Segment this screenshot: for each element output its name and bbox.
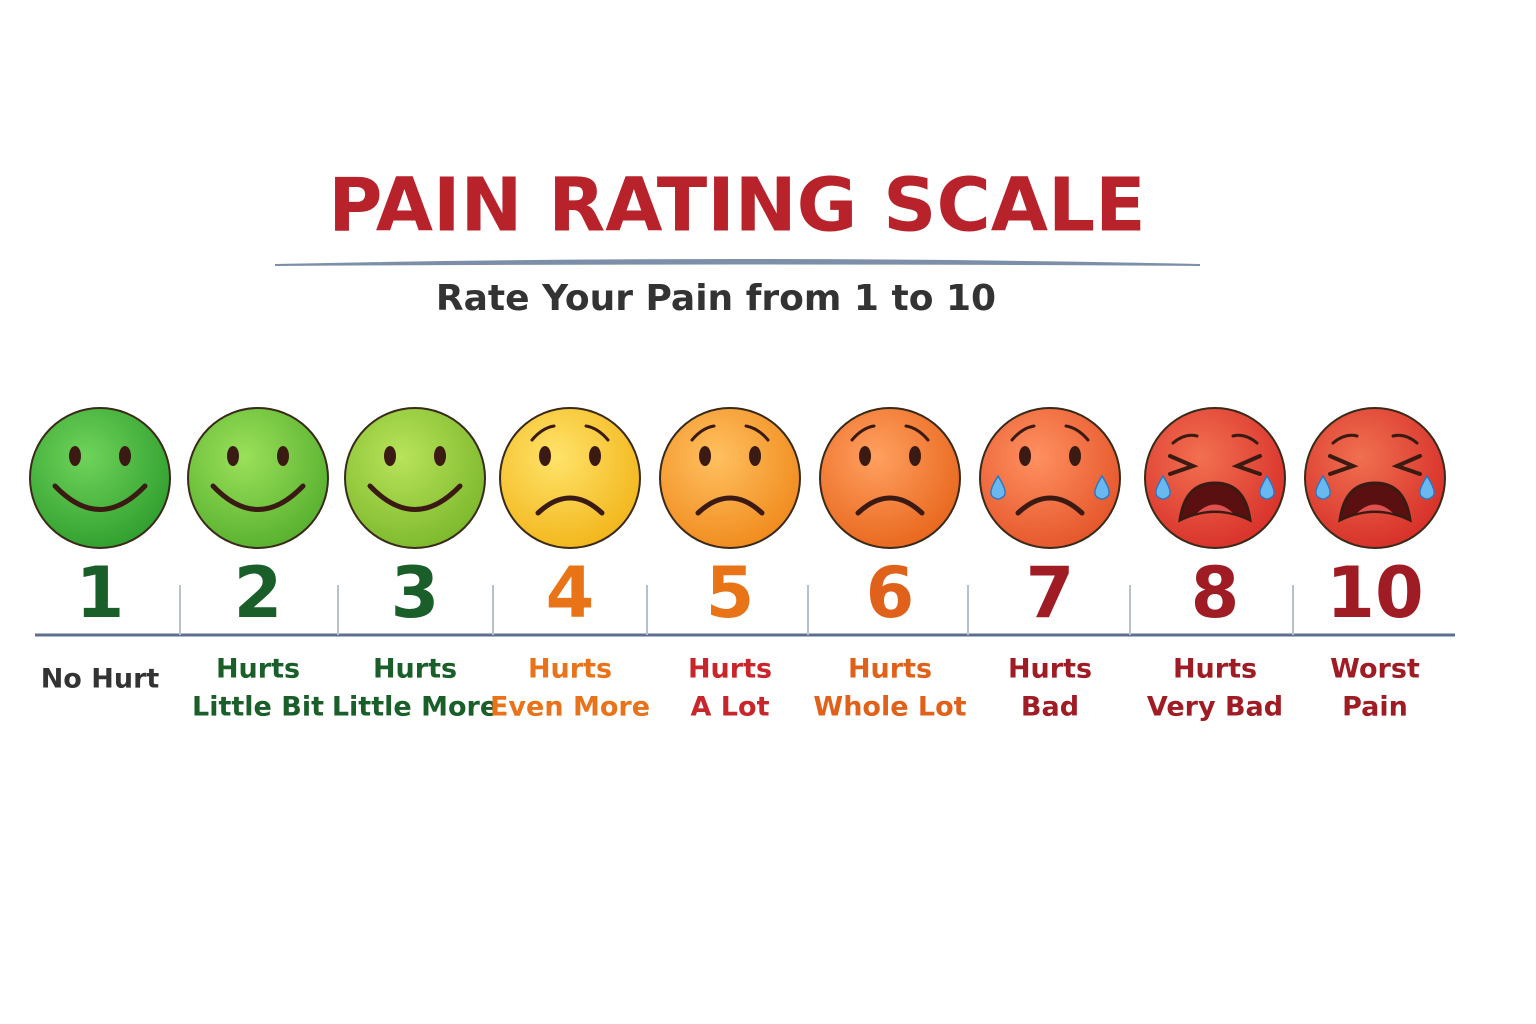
eye [384,446,396,466]
tear [1315,474,1331,500]
face-circle [499,407,641,549]
label: Hurts [528,654,612,685]
number: 4 [546,552,595,634]
faces [29,407,1446,549]
mouth [1178,481,1252,523]
face-circle [659,407,801,549]
brow [904,424,930,442]
eye [589,446,601,466]
face [1304,407,1446,549]
face [344,407,486,549]
face [659,407,801,549]
eye [1231,454,1262,476]
number: 3 [391,552,440,634]
face [187,407,329,549]
number: 6 [866,552,915,634]
number: 8 [1191,552,1240,634]
brow [1231,433,1259,445]
brow [584,424,610,442]
eye [539,446,551,466]
label: Hurts [373,654,457,685]
brow [850,424,876,442]
face [1144,407,1286,549]
brow [1391,433,1419,445]
label: Even More [490,692,650,723]
face [499,407,641,549]
eye [859,446,871,466]
label: Hurts [216,654,300,685]
label: Worst [1330,654,1420,685]
tear [1094,474,1110,500]
label: Hurts [848,654,932,685]
eye [1069,446,1081,466]
label: Pain [1342,692,1408,723]
mouth [210,483,306,512]
number: 10 [1326,552,1423,634]
eye [227,446,239,466]
label: Little More [332,692,498,723]
mouth [695,495,765,516]
mouth [52,483,148,512]
face-circle [979,407,1121,549]
brow [1010,424,1036,442]
face [819,407,961,549]
tongue [1357,504,1393,513]
number: 7 [1026,552,1075,634]
brow [690,424,716,442]
label: Little Bit [192,692,324,723]
mouth [855,495,925,516]
eye [1328,454,1359,476]
eye [277,446,289,466]
label: Hurts [1173,654,1257,685]
brow [1331,433,1359,445]
face-circle [29,407,171,549]
eye [119,446,131,466]
brow [744,424,770,442]
mouth [1338,481,1412,523]
mouth [1015,495,1085,516]
eye [1391,454,1422,476]
number: 2 [234,552,283,634]
eye [749,446,761,466]
eye [1168,454,1199,476]
eye [1019,446,1031,466]
face-circle [1144,407,1286,549]
title-underline [274,259,1201,266]
label: Whole Lot [813,692,966,723]
eye [69,446,81,466]
tear [1419,474,1435,500]
face-circle [1304,407,1446,549]
mouth [367,483,463,512]
mouth [535,495,605,516]
label: Hurts [1008,654,1092,685]
tear [990,474,1006,500]
face-circle [344,407,486,549]
label: Bad [1021,692,1079,723]
eye [699,446,711,466]
face [979,407,1121,549]
brow [1171,433,1199,445]
face [29,407,171,549]
label: No Hurt [41,664,160,695]
subtitle: Rate Your Pain from 1 to 10 [436,278,996,319]
tear [1155,474,1171,500]
number: 1 [76,552,125,634]
label: A Lot [691,692,770,723]
title: PAIN RATING SCALE [328,163,1145,249]
tongue [1197,504,1233,513]
label: Hurts [688,654,772,685]
label: Very Bad [1147,692,1283,723]
eye [909,446,921,466]
tear [1259,474,1275,500]
brow [1064,424,1090,442]
number: 5 [706,552,755,634]
face-circle [819,407,961,549]
brow [530,424,556,442]
eye [434,446,446,466]
face-circle [187,407,329,549]
